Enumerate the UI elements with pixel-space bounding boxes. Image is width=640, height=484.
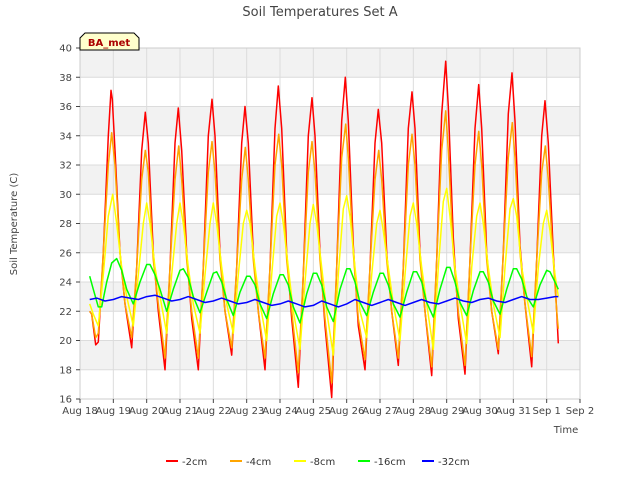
background-band — [80, 165, 580, 195]
x-tick-label: Aug 27 — [362, 406, 397, 417]
legend-label: -8cm — [310, 457, 335, 468]
x-tick-label: Aug 26 — [329, 406, 364, 417]
x-tick-label: Aug 29 — [429, 406, 464, 417]
ba-met-tag-shape — [79, 32, 140, 51]
background-band — [80, 106, 580, 136]
legend: -2cm -4cm -8cm -16cm -32cm — [166, 457, 470, 468]
ba-met-tag-text: BA_met — [88, 38, 131, 49]
x-tick-label: Aug 31 — [496, 406, 531, 417]
legend-label: -4cm — [246, 457, 271, 468]
y-tick-label: 38 — [59, 73, 72, 84]
y-tick-label: 36 — [59, 102, 72, 113]
x-tick-label: Sep 1 — [532, 406, 560, 417]
y-tick-label: 22 — [59, 307, 72, 318]
background-band — [80, 48, 580, 78]
x-tick-label: Aug 30 — [462, 406, 497, 417]
ba-met-tag: BA_met — [79, 32, 140, 51]
x-tick-label: Aug 23 — [229, 406, 264, 417]
x-tick-label: Aug 28 — [396, 406, 431, 417]
x-tick-label: Aug 22 — [196, 406, 231, 417]
y-tick-label: 16 — [59, 395, 72, 406]
x-tick-label: Sep 2 — [566, 406, 594, 417]
x-tick-label: Aug 21 — [162, 406, 197, 417]
x-tick-label: Aug 25 — [296, 406, 331, 417]
series-line-16cmcm — [88, 257, 559, 324]
y-tick-label: 26 — [59, 248, 72, 259]
y-tick-label: 34 — [59, 131, 72, 142]
x-axis-label: Time — [553, 425, 578, 436]
y-tick-label: 20 — [59, 336, 72, 347]
y-axis-label: Soil Temperature (C) — [9, 173, 20, 276]
y-tick-label: 30 — [59, 190, 72, 201]
y-tick-label: 24 — [59, 278, 72, 289]
x-tick-label: Aug 18 — [62, 406, 97, 417]
y-tick-label: 18 — [59, 365, 72, 376]
y-axis-ticks: 16 18 20 22 24 26 28 30 32 34 36 38 40 — [59, 44, 80, 406]
legend-label: -2cm — [182, 457, 207, 468]
y-tick-label: 40 — [59, 44, 72, 55]
x-tick-label: Aug 19 — [96, 406, 131, 417]
x-tick-label: Aug 24 — [262, 406, 297, 417]
legend-label: -32cm — [438, 457, 470, 468]
background-band — [80, 223, 580, 253]
x-tick-label: Aug 20 — [129, 406, 164, 417]
y-tick-label: 32 — [59, 161, 72, 172]
legend-label: -16cm — [374, 457, 406, 468]
y-tick-label: 28 — [59, 219, 72, 230]
series-layer — [88, 60, 560, 399]
series-line-32cmcm — [89, 294, 559, 308]
chart-title: Soil Temperatures Set A — [242, 5, 397, 20]
